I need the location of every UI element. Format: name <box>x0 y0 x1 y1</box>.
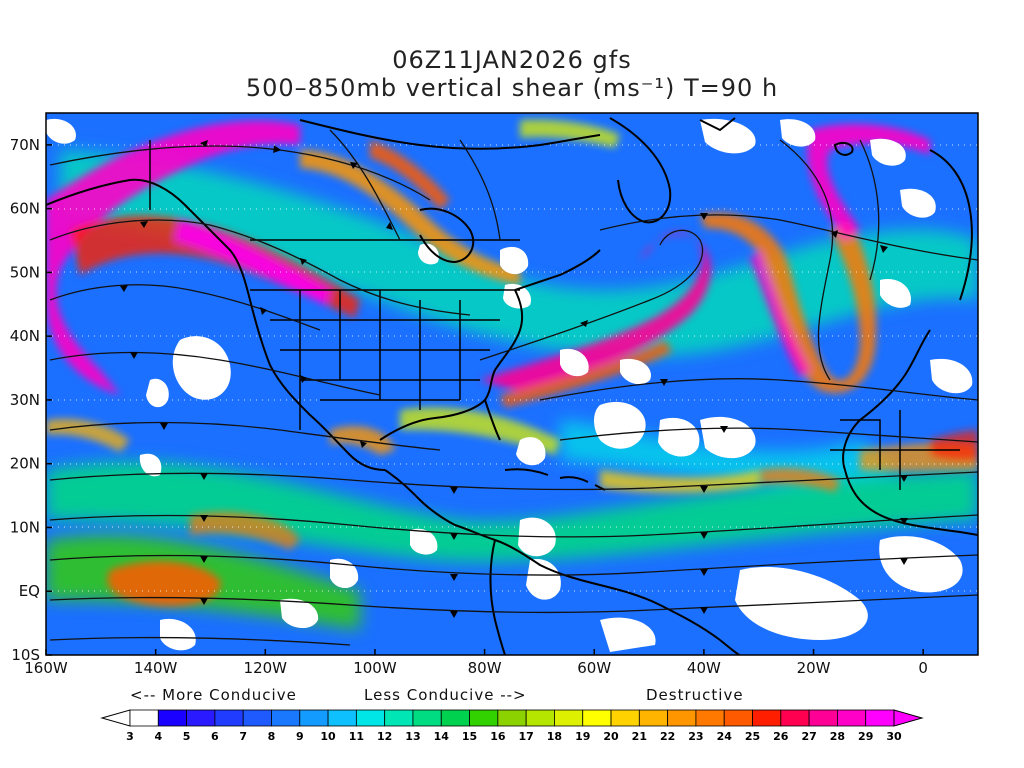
colorbar-swatch <box>242 709 272 727</box>
colorbar-label: 25 <box>745 730 760 743</box>
colorbar-swatch <box>752 709 782 727</box>
colorbar-label: 8 <box>268 730 276 743</box>
colorbar-label: 4 <box>154 730 162 743</box>
colorbar-swatch <box>355 709 386 727</box>
colorbar-label: 3 <box>126 730 134 743</box>
political-borders <box>149 140 960 490</box>
colorbar-label: 7 <box>239 730 247 743</box>
colorbar: 3 4 5 6 7 8 9 10 11 12 13 14 15 16 17 18 19 20 21 22 23 24 25 2… <box>100 709 924 743</box>
colorbar-swatch <box>299 709 329 727</box>
colorbar-swatch <box>440 709 470 727</box>
colorbar-label: 21 <box>632 730 647 743</box>
colorbar-swatch <box>497 709 527 727</box>
colorbar-label: 28 <box>830 730 845 743</box>
lon-tick-label: 60W <box>577 659 611 677</box>
lon-tick-label: 100W <box>353 659 397 677</box>
colorbar-swatch <box>610 709 640 727</box>
less-conducive-label: Less Conducive --> <box>364 686 527 704</box>
colorbar-swatch <box>695 709 725 727</box>
lon-tick-label: 20W <box>797 659 831 677</box>
lat-tick-label: 40N <box>10 327 40 345</box>
colorbar-swatch <box>186 709 216 727</box>
colorbar-left-arrow <box>100 709 131 727</box>
more-conducive-label: <-- More Conducive <box>130 686 297 704</box>
colorbar-swatch <box>129 709 159 727</box>
chart-subtitle: 500–850mb vertical shear (ms⁻¹) T=90 h <box>245 74 779 102</box>
colorbar-swatch <box>327 709 357 727</box>
colorbar-label: 5 <box>183 730 191 743</box>
colorbar-swatch <box>384 709 414 727</box>
colorbar-label: 9 <box>296 730 304 743</box>
lon-tick-label: 80W <box>468 659 502 677</box>
colorbar-label: 16 <box>490 730 506 743</box>
streamlines <box>49 129 978 646</box>
colorbar-label: 22 <box>660 730 675 743</box>
colorbar-label: 18 <box>547 730 562 743</box>
map-frame <box>45 112 979 656</box>
latitude-axis: 70N 60N 50N 40N 30N 20N 10N EQ 10S <box>10 136 52 664</box>
colorbar-swatch <box>808 709 838 727</box>
colorbar-swatch <box>582 709 612 727</box>
lat-tick-label: 10N <box>10 518 40 536</box>
colorbar-swatch <box>412 709 442 727</box>
colorbar-swatch <box>837 709 867 727</box>
lon-tick-label: 0 <box>918 659 928 677</box>
colorbar-label: 13 <box>405 730 420 743</box>
colorbar-label: 17 <box>518 730 533 743</box>
shear-field <box>46 113 978 655</box>
lat-tick-label: 10S <box>11 646 40 664</box>
streamline-arrows <box>120 140 908 618</box>
lon-tick-label: 120W <box>244 659 288 677</box>
colorbar-label: 6 <box>211 730 219 743</box>
lat-tick-label: 20N <box>10 455 40 473</box>
colorbar-swatch <box>667 709 697 727</box>
colorbar-label: 10 <box>320 730 336 743</box>
colorbar-swatch <box>865 709 895 727</box>
colorbar-label: 23 <box>688 730 703 743</box>
colorbar-swatch <box>271 709 301 727</box>
destructive-label: Destructive <box>646 686 744 704</box>
colorbar-label: 29 <box>858 730 873 743</box>
colorbar-label: 14 <box>434 730 450 743</box>
colorbar-label: 19 <box>575 730 590 743</box>
colorbar-label: 12 <box>377 730 392 743</box>
colorbar-label: 20 <box>603 730 619 743</box>
lat-tick-label: 60N <box>10 200 40 218</box>
longitude-axis: 160W 140W 120W 100W 80W 60W 40W 20W 0 <box>24 649 928 677</box>
colorbar-swatch <box>554 709 584 727</box>
colorbar-swatch <box>780 709 810 727</box>
colorbar-label: 26 <box>773 730 789 743</box>
colorbar-swatch <box>723 709 753 727</box>
colorbar-right-arrow <box>893 709 924 727</box>
colorbar-swatch <box>638 709 669 727</box>
colorbar-label: 30 <box>886 730 902 743</box>
chart-title: 06Z11JAN2026 gfs <box>392 46 632 74</box>
colorbar-swatch <box>214 709 244 727</box>
lat-tick-label: 70N <box>10 136 40 154</box>
lon-tick-label: 140W <box>134 659 178 677</box>
low-shear-patches <box>46 118 973 652</box>
colorbar-label: 24 <box>717 730 733 743</box>
lat-tick-label: 50N <box>10 263 40 281</box>
coastlines <box>46 117 978 655</box>
colorbar-label: 27 <box>801 730 816 743</box>
colorbar-label: 11 <box>349 730 364 743</box>
colorbar-label: 15 <box>462 730 477 743</box>
lon-tick-label: 40W <box>687 659 721 677</box>
colorbar-swatch <box>157 709 187 727</box>
lat-tick-label: EQ <box>19 582 40 600</box>
lon-tick-label: 160W <box>24 659 68 677</box>
colorbar-swatch <box>469 709 499 727</box>
lat-tick-label: 30N <box>10 391 40 409</box>
colorbar-swatch <box>525 709 555 727</box>
